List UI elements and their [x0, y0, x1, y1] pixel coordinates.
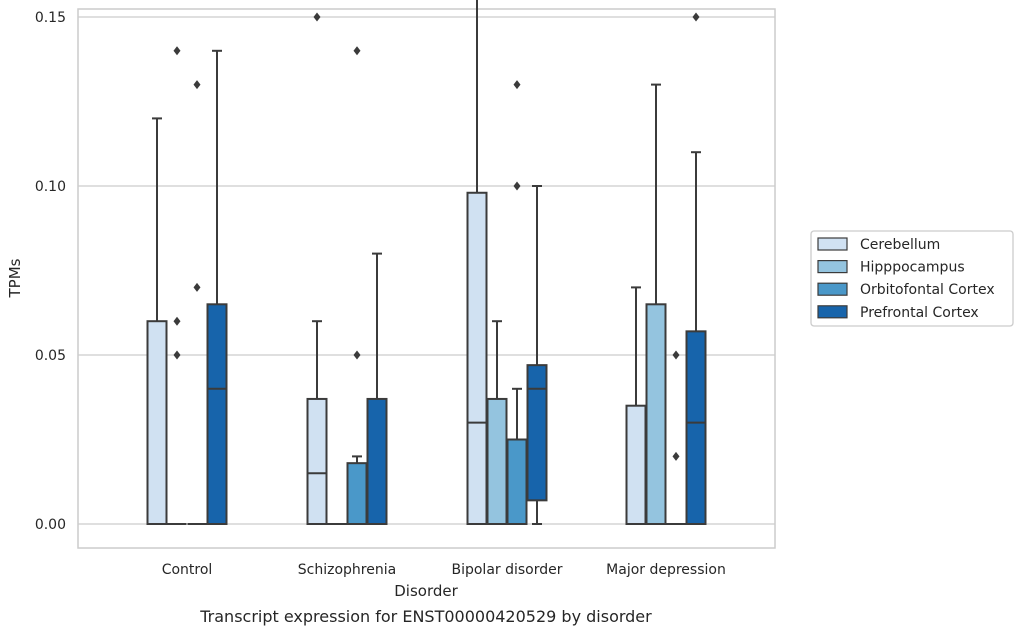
box-cerebellum — [306, 12, 328, 525]
outlier-point — [193, 282, 201, 292]
y-axis-label: TPMs — [6, 258, 24, 298]
outlier-point — [193, 80, 201, 90]
outlier-point — [513, 181, 521, 191]
chart-caption: Transcript expression for ENST0000042052… — [199, 607, 652, 626]
box-prefrontal-cortex — [206, 49, 228, 525]
box-body — [146, 320, 168, 526]
box-prefrontal-cortex — [526, 185, 548, 525]
box-body — [306, 397, 328, 525]
legend: Cerebellum Hipppocampus Orbitofontal Corte… — [810, 230, 1014, 327]
box-prefrontal-cortex — [366, 252, 388, 525]
box-cerebellum — [625, 286, 647, 526]
legend-label: Orbitofontal Cortex — [860, 282, 995, 298]
outlier-point — [313, 12, 321, 22]
box-body — [206, 303, 228, 525]
x-axis-label: Disorder — [394, 582, 458, 600]
legend-swatch — [817, 282, 848, 296]
outlier-point — [692, 12, 700, 22]
box-orbitofontal-cortex — [187, 80, 207, 525]
x-tick-label: Major depression — [606, 562, 726, 578]
box-body — [486, 397, 508, 525]
box-hipppocampus — [167, 46, 187, 525]
box-body — [625, 404, 647, 526]
legend-swatch — [817, 260, 848, 274]
box-cerebellum — [466, 0, 488, 525]
box-body — [506, 438, 528, 525]
outlier-point — [353, 350, 361, 360]
legend-swatch — [817, 237, 848, 251]
legend-label: Hipppocampus — [860, 260, 965, 276]
legend-label: Cerebellum — [860, 237, 940, 253]
box-body — [366, 397, 388, 525]
outlier-point — [672, 350, 680, 360]
box-body — [685, 330, 707, 525]
box-orbitofontal-cortex — [506, 80, 528, 525]
box-body — [645, 303, 667, 525]
box-body — [526, 364, 548, 502]
y-tick-label: 0.00 — [35, 517, 66, 533]
outlier-point — [513, 80, 521, 90]
box-hipppocampus — [486, 320, 508, 525]
box-orbitofontal-cortex — [666, 350, 686, 525]
outlier-point — [173, 46, 181, 56]
box-cerebellum — [146, 117, 168, 526]
legend-frame — [810, 230, 1014, 327]
grid-lines — [78, 16, 775, 525]
legend-label: Prefrontal Cortex — [860, 305, 979, 321]
x-tick-label: Schizophrenia — [298, 562, 396, 578]
outlier-point — [173, 316, 181, 326]
box-hipppocampus — [645, 83, 667, 525]
legend-swatch — [817, 305, 848, 319]
outlier-point — [672, 451, 680, 461]
outlier-point — [353, 46, 361, 56]
x-axis: Control Schizophrenia Bipolar disorder Majo… — [162, 562, 726, 578]
x-tick-label: Control — [162, 562, 213, 578]
x-tick-label: Bipolar disorder — [451, 562, 562, 578]
box-prefrontal-cortex — [685, 12, 707, 525]
box-orbitofontal-cortex — [346, 46, 368, 526]
y-axis: 0.000.050.100.150.200.250.30 — [35, 10, 66, 533]
y-tick-label: 0.10 — [35, 179, 66, 195]
outlier-point — [173, 350, 181, 360]
box-body — [346, 462, 368, 526]
boxes-layer — [146, 0, 707, 526]
y-tick-label: 0.05 — [35, 348, 66, 364]
y-tick-label: 0.15 — [35, 10, 66, 26]
box-body — [466, 191, 488, 525]
plot-area — [77, 8, 776, 549]
